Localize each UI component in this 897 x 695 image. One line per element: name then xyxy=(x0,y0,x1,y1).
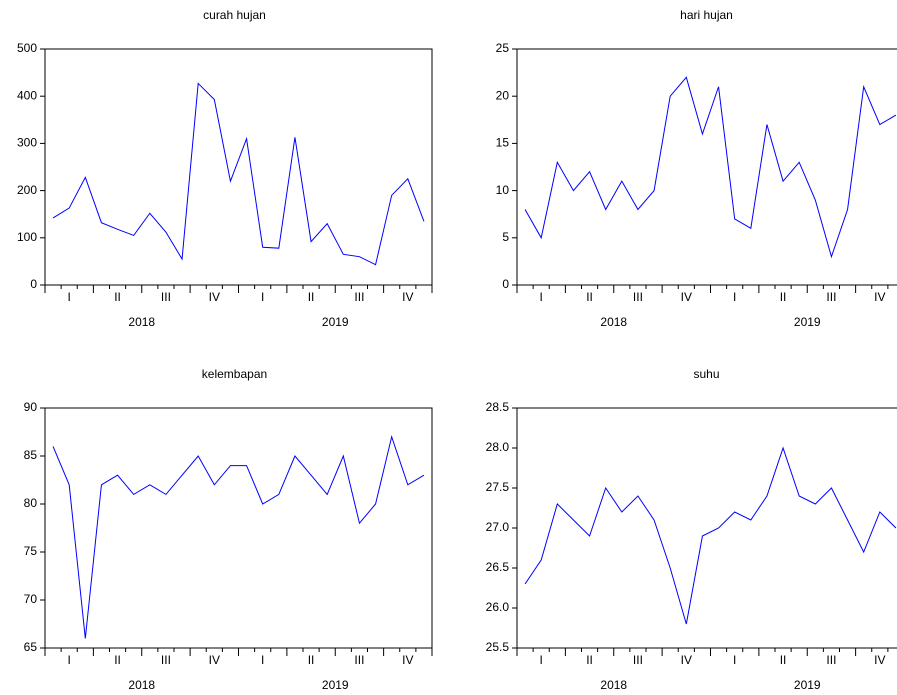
y-tick-label: 90 xyxy=(24,400,38,414)
x-tick-label: IV xyxy=(209,290,220,304)
y-tick-label: 65 xyxy=(24,640,38,654)
y-tick-label: 300 xyxy=(17,136,37,150)
x-tick-label: I xyxy=(733,290,736,304)
x-tick-label: II xyxy=(308,653,315,667)
x-tick-label: III xyxy=(161,653,171,667)
x-tick-label: III xyxy=(633,290,643,304)
x-group-label: 2018 xyxy=(600,678,627,690)
x-tick-label: IV xyxy=(874,653,885,667)
data-line xyxy=(52,434,425,639)
y-tick-label: 26.0 xyxy=(486,600,510,614)
chart-title: hari hujan xyxy=(680,8,733,22)
y-tick-label: 0 xyxy=(30,277,37,291)
y-tick-label: 200 xyxy=(17,183,37,197)
x-tick-label: III xyxy=(161,290,171,304)
plot-frame xyxy=(44,407,433,649)
y-tick-label: 26.5 xyxy=(486,560,510,574)
x-tick-label: I xyxy=(733,653,736,667)
data-line xyxy=(524,76,897,259)
x-tick-label: I xyxy=(68,290,71,304)
x-tick-label: I xyxy=(540,653,543,667)
y-tick-label: 15 xyxy=(496,136,510,150)
y-tick-label: 20 xyxy=(496,88,510,102)
x-tick-label: II xyxy=(586,653,593,667)
x-tick-label: II xyxy=(114,290,121,304)
x-tick-label: IV xyxy=(874,290,885,304)
plot-frame xyxy=(516,407,897,649)
x-tick-label: III xyxy=(354,653,364,667)
x-tick-label: II xyxy=(780,290,787,304)
y-tick-label: 75 xyxy=(24,544,38,558)
y-tick-label: 80 xyxy=(24,496,38,510)
x-group-label: 2018 xyxy=(128,315,155,329)
x-tick-label: III xyxy=(633,653,643,667)
x-tick-label: IV xyxy=(402,290,413,304)
data-line xyxy=(52,82,425,266)
x-tick-label: IV xyxy=(681,653,692,667)
x-tick-label: III xyxy=(826,290,836,304)
y-tick-label: 27.0 xyxy=(486,520,510,534)
plot-frame xyxy=(516,48,897,286)
x-group-label: 2019 xyxy=(322,315,349,329)
x-tick-label: III xyxy=(826,653,836,667)
y-tick-label: 27.5 xyxy=(486,480,510,494)
x-tick-label: IV xyxy=(209,653,220,667)
x-group-label: 2019 xyxy=(322,678,349,690)
x-tick-label: II xyxy=(308,290,315,304)
y-tick-label: 10 xyxy=(496,183,510,197)
plot-frame xyxy=(44,48,433,286)
x-group-label: 2019 xyxy=(794,678,821,690)
y-tick-label: 25 xyxy=(496,41,510,55)
y-tick-label: 28.5 xyxy=(486,400,510,414)
x-group-label: 2019 xyxy=(794,315,821,329)
y-tick-label: 0 xyxy=(502,277,509,291)
x-tick-label: II xyxy=(586,290,593,304)
chart-title: suhu xyxy=(693,367,719,381)
data-line xyxy=(524,446,897,625)
chart-title: kelembapan xyxy=(202,367,267,381)
x-group-label: 2018 xyxy=(600,315,627,329)
y-tick-label: 28.0 xyxy=(486,440,510,454)
chart-title: curah hujan xyxy=(203,8,266,22)
x-tick-label: I xyxy=(68,653,71,667)
x-tick-label: IV xyxy=(402,653,413,667)
x-tick-label: I xyxy=(261,653,264,667)
x-tick-label: IV xyxy=(681,290,692,304)
y-tick-label: 5 xyxy=(502,230,509,244)
y-tick-label: 400 xyxy=(17,88,37,102)
x-tick-label: I xyxy=(261,290,264,304)
x-group-label: 2018 xyxy=(128,678,155,690)
y-tick-label: 100 xyxy=(17,230,37,244)
y-tick-label: 85 xyxy=(24,448,38,462)
y-tick-label: 25.5 xyxy=(486,640,510,654)
x-tick-label: I xyxy=(540,290,543,304)
x-tick-label: II xyxy=(780,653,787,667)
y-tick-label: 70 xyxy=(24,592,38,606)
x-tick-label: II xyxy=(114,653,121,667)
x-tick-label: III xyxy=(354,290,364,304)
y-tick-label: 500 xyxy=(17,41,37,55)
